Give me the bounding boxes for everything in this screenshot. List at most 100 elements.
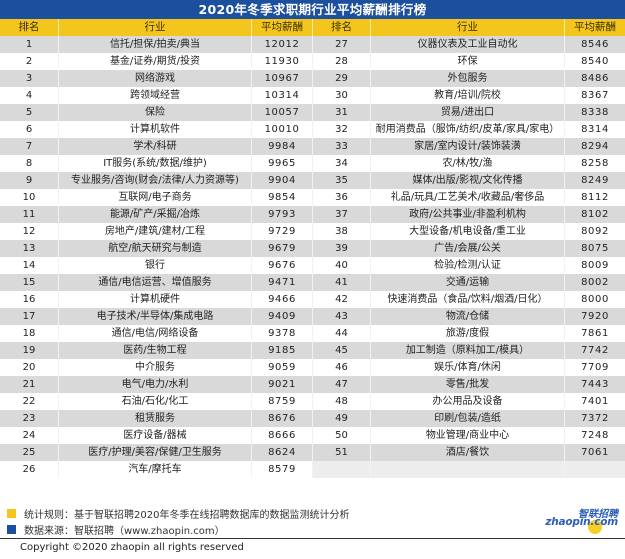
salary-cell: 8294 <box>581 141 609 152</box>
industry-cell: 仪器仪表及工业自动化 <box>371 36 565 53</box>
salary-cell: 8000 <box>581 294 609 305</box>
salary-cell: 8258 <box>581 158 609 169</box>
salary-cell: 8666 <box>252 427 313 444</box>
table-row: 24 医疗设备/器械 8666 50 物业管理/商业中心 7248 <box>0 427 625 444</box>
rank-cell: 49 <box>313 410 371 427</box>
salary-cell: 9729 <box>252 223 313 240</box>
rank-cell: 39 <box>313 240 371 257</box>
rank-cell: 9 <box>0 172 59 189</box>
industry-cell: 耐用消费品（服饰/纺织/皮革/家具/家电） <box>371 121 565 138</box>
salary-cell: 7742 <box>581 345 609 356</box>
rank-cell: 29 <box>313 70 371 87</box>
rank-cell: 26 <box>0 461 59 478</box>
industry-cell: 计算机硬件 <box>59 291 252 308</box>
industry-cell: 大型设备/机电设备/重工业 <box>371 223 565 240</box>
industry-cell: 通信/电信运营、增值服务 <box>59 274 252 291</box>
industry-cell: 政府/公共事业/非盈利机构 <box>371 206 565 223</box>
salary-cell: 9059 <box>252 359 313 376</box>
industry-cell: 通信/电信/网络设备 <box>59 325 252 342</box>
salary-cell: 9185 <box>252 342 313 359</box>
rank-cell: 19 <box>0 342 59 359</box>
salary-ranking-table: 排名 行业 平均薪酬 排名 行业 平均薪酬 1 信托/担保/拍卖/典当 12012 2… <box>0 19 625 478</box>
industry-cell: 跨领域经营 <box>59 87 252 104</box>
table-row: 8 IT服务(系统/数据/维护) 9965 34 农/林/牧/渔 8258 <box>0 155 625 172</box>
rank-cell: 34 <box>313 155 371 172</box>
rank-cell: 41 <box>313 274 371 291</box>
footer: 统计规则：基于智联招聘2020年冬季在线招聘数据库的数据监测统计分析 数据来源：… <box>0 500 625 559</box>
salary-cell: 8009 <box>581 260 609 271</box>
industry-cell: 互联网/电子商务 <box>59 189 252 206</box>
industry-cell: 广告/会展/公关 <box>371 240 565 257</box>
rank-cell: 42 <box>313 291 371 308</box>
logo-cn-text: 智联招聘 <box>578 509 618 520</box>
logo-en-text: zhaopin.com <box>545 516 618 528</box>
salary-cell: 10010 <box>252 121 313 138</box>
salary-cell: 9984 <box>252 138 313 155</box>
industry-cell: 加工制造（原料加工/模具） <box>371 342 565 359</box>
rank-cell: 20 <box>0 359 59 376</box>
salary-cell: 8486 <box>581 73 609 84</box>
table-row: 2 基金/证券/期货/投资 11930 28 环保 8540 <box>0 53 625 70</box>
table-row: 18 通信/电信/网络设备 9378 44 旅游/度假 7861 <box>0 325 625 342</box>
industry-cell: 租赁服务 <box>59 410 252 427</box>
industry-cell: 医药/生物工程 <box>59 342 252 359</box>
table-row: 6 计算机软件 10010 32 耐用消费品（服饰/纺织/皮革/家具/家电） 8314 <box>0 121 625 138</box>
industry-cell: 娱乐/体育/休闲 <box>371 359 565 376</box>
rank-cell: 27 <box>313 36 371 53</box>
salary-cell: 8249 <box>581 175 609 186</box>
industry-cell: 检验/检测/认证 <box>371 257 565 274</box>
rank-cell: 51 <box>313 444 371 461</box>
industry-cell: 计算机软件 <box>59 121 252 138</box>
salary-cell: 8102 <box>581 209 609 220</box>
industry-cell: 家居/室内设计/装饰装潢 <box>371 138 565 155</box>
industry-cell: 学术/科研 <box>59 138 252 155</box>
salary-cell: 7861 <box>581 328 609 339</box>
empty-cell <box>565 461 625 478</box>
copyright-text: Copyright ©2020 zhaopin all rights reser… <box>20 542 244 553</box>
table-row: 23 租赁服务 8676 49 印刷/包装/造纸 7372 <box>0 410 625 427</box>
table-row: 12 房地产/建筑/建材/工程 9729 38 大型设备/机电设备/重工业 8092 <box>0 223 625 240</box>
salary-cell: 9021 <box>252 376 313 393</box>
salary-cell: 8579 <box>252 461 313 478</box>
legend-data-source: 数据来源：智联招聘（www.zhaopin.com） <box>7 522 225 537</box>
industry-cell: 教育/培训/院校 <box>371 87 565 104</box>
salary-cell: 12012 <box>252 36 313 53</box>
rank-cell: 16 <box>0 291 59 308</box>
industry-cell: 医疗设备/器械 <box>59 427 252 444</box>
header-rank-right: 排名 <box>313 19 371 36</box>
rank-cell: 12 <box>0 223 59 240</box>
salary-cell: 7443 <box>581 379 609 390</box>
industry-cell: 专业服务/咨询(财会/法律/人力资源等) <box>59 172 252 189</box>
table-row: 26 汽车/摩托车 8579 <box>0 461 625 478</box>
salary-cell: 9409 <box>252 308 313 325</box>
rank-cell: 28 <box>313 53 371 70</box>
industry-cell: 基金/证券/期货/投资 <box>59 53 252 70</box>
rank-cell: 30 <box>313 87 371 104</box>
industry-cell: 物业管理/商业中心 <box>371 427 565 444</box>
salary-cell: 7401 <box>581 396 609 407</box>
salary-cell: 8075 <box>581 243 609 254</box>
industry-cell: 电气/电力/水利 <box>59 376 252 393</box>
table-row: 13 航空/航天研究与制造 9679 39 广告/会展/公关 8075 <box>0 240 625 257</box>
rank-cell: 31 <box>313 104 371 121</box>
header-industry-right: 行业 <box>371 19 565 36</box>
industry-cell: 办公用品及设备 <box>371 393 565 410</box>
salary-cell: 7372 <box>581 413 609 424</box>
table-row: 14 银行 9676 40 检验/检测/认证 8009 <box>0 257 625 274</box>
industry-cell: 保险 <box>59 104 252 121</box>
industry-cell: 快速消费品（食品/饮料/烟酒/日化） <box>371 291 565 308</box>
table-row: 15 通信/电信运营、增值服务 9471 41 交通/运输 8002 <box>0 274 625 291</box>
industry-cell: 外包服务 <box>371 70 565 87</box>
salary-cell: 9854 <box>252 189 313 206</box>
table-row: 4 跨领域经营 10314 30 教育/培训/院校 8367 <box>0 87 625 104</box>
rank-cell: 25 <box>0 444 59 461</box>
rank-cell: 35 <box>313 172 371 189</box>
yellow-square-icon <box>7 508 16 518</box>
industry-cell: 礼品/玩具/工艺美术/收藏品/奢侈品 <box>371 189 565 206</box>
page-title: 2020年冬季求职期行业平均薪酬排行榜 <box>0 0 625 19</box>
rank-cell: 5 <box>0 104 59 121</box>
rank-cell: 40 <box>313 257 371 274</box>
table-row: 16 计算机硬件 9466 42 快速消费品（食品/饮料/烟酒/日化） 8000 <box>0 291 625 308</box>
rank-cell: 7 <box>0 138 59 155</box>
footer-divider <box>0 538 625 539</box>
